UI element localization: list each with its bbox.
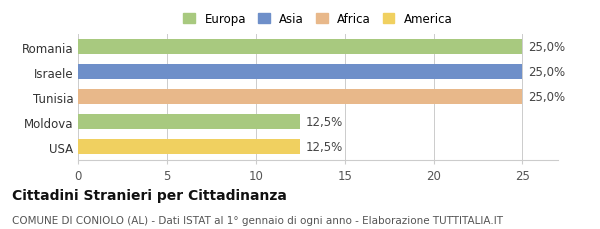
Text: 25,0%: 25,0% xyxy=(528,91,565,104)
Bar xyxy=(78,65,523,80)
Bar xyxy=(78,90,523,105)
Text: 25,0%: 25,0% xyxy=(528,41,565,54)
Text: Cittadini Stranieri per Cittadinanza: Cittadini Stranieri per Cittadinanza xyxy=(12,188,287,202)
Bar xyxy=(78,115,300,130)
Bar xyxy=(78,140,300,155)
Text: 12,5%: 12,5% xyxy=(305,141,343,154)
Legend: Europa, Asia, Africa, America: Europa, Asia, Africa, America xyxy=(184,13,452,26)
Bar xyxy=(78,40,523,55)
Text: 25,0%: 25,0% xyxy=(528,66,565,79)
Text: COMUNE DI CONIOLO (AL) - Dati ISTAT al 1° gennaio di ogni anno - Elaborazione TU: COMUNE DI CONIOLO (AL) - Dati ISTAT al 1… xyxy=(12,215,503,225)
Text: 12,5%: 12,5% xyxy=(305,116,343,129)
